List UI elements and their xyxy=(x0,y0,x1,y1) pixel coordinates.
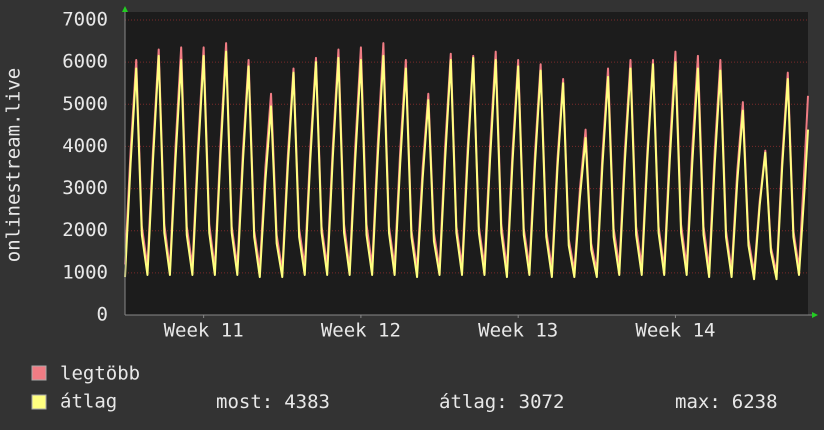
x-tick-label: Week 14 xyxy=(635,320,715,342)
stat-label: átlag: xyxy=(439,391,508,413)
y-tick-label: 3000 xyxy=(62,177,108,199)
y-tick-label: 2000 xyxy=(62,219,108,241)
y-tick-label: 4000 xyxy=(62,135,108,157)
stat-value: 3072 xyxy=(519,391,565,413)
legend-label: átlag xyxy=(60,391,117,413)
y-tick-label: 6000 xyxy=(62,51,108,73)
stat-value: 6238 xyxy=(732,391,778,413)
y-tick-label: 0 xyxy=(97,304,108,326)
stat: most: 4383 xyxy=(216,391,330,413)
x-tick-label: Week 13 xyxy=(478,320,558,342)
legend-swatch xyxy=(31,365,47,381)
legend-swatch xyxy=(31,394,47,410)
y-tick-label: 5000 xyxy=(62,93,108,115)
x-tick-label: Week 11 xyxy=(164,320,244,342)
y-tick-label: 7000 xyxy=(62,9,108,31)
stat: átlag: 3072 xyxy=(439,391,564,413)
axis-arrow xyxy=(812,312,818,318)
x-tick-label: Week 12 xyxy=(321,320,401,342)
series-line xyxy=(124,50,809,281)
axis-arrow xyxy=(122,6,128,12)
stat-label: most: xyxy=(216,391,273,413)
y-tick-label: 1000 xyxy=(62,261,108,283)
y-axis-label: onlinestream.live xyxy=(3,68,25,262)
stat-label: max: xyxy=(675,391,721,413)
legend-label: legtöbb xyxy=(60,363,140,385)
stat: max: 6238 xyxy=(675,391,778,413)
stat-value: 4383 xyxy=(284,391,330,413)
